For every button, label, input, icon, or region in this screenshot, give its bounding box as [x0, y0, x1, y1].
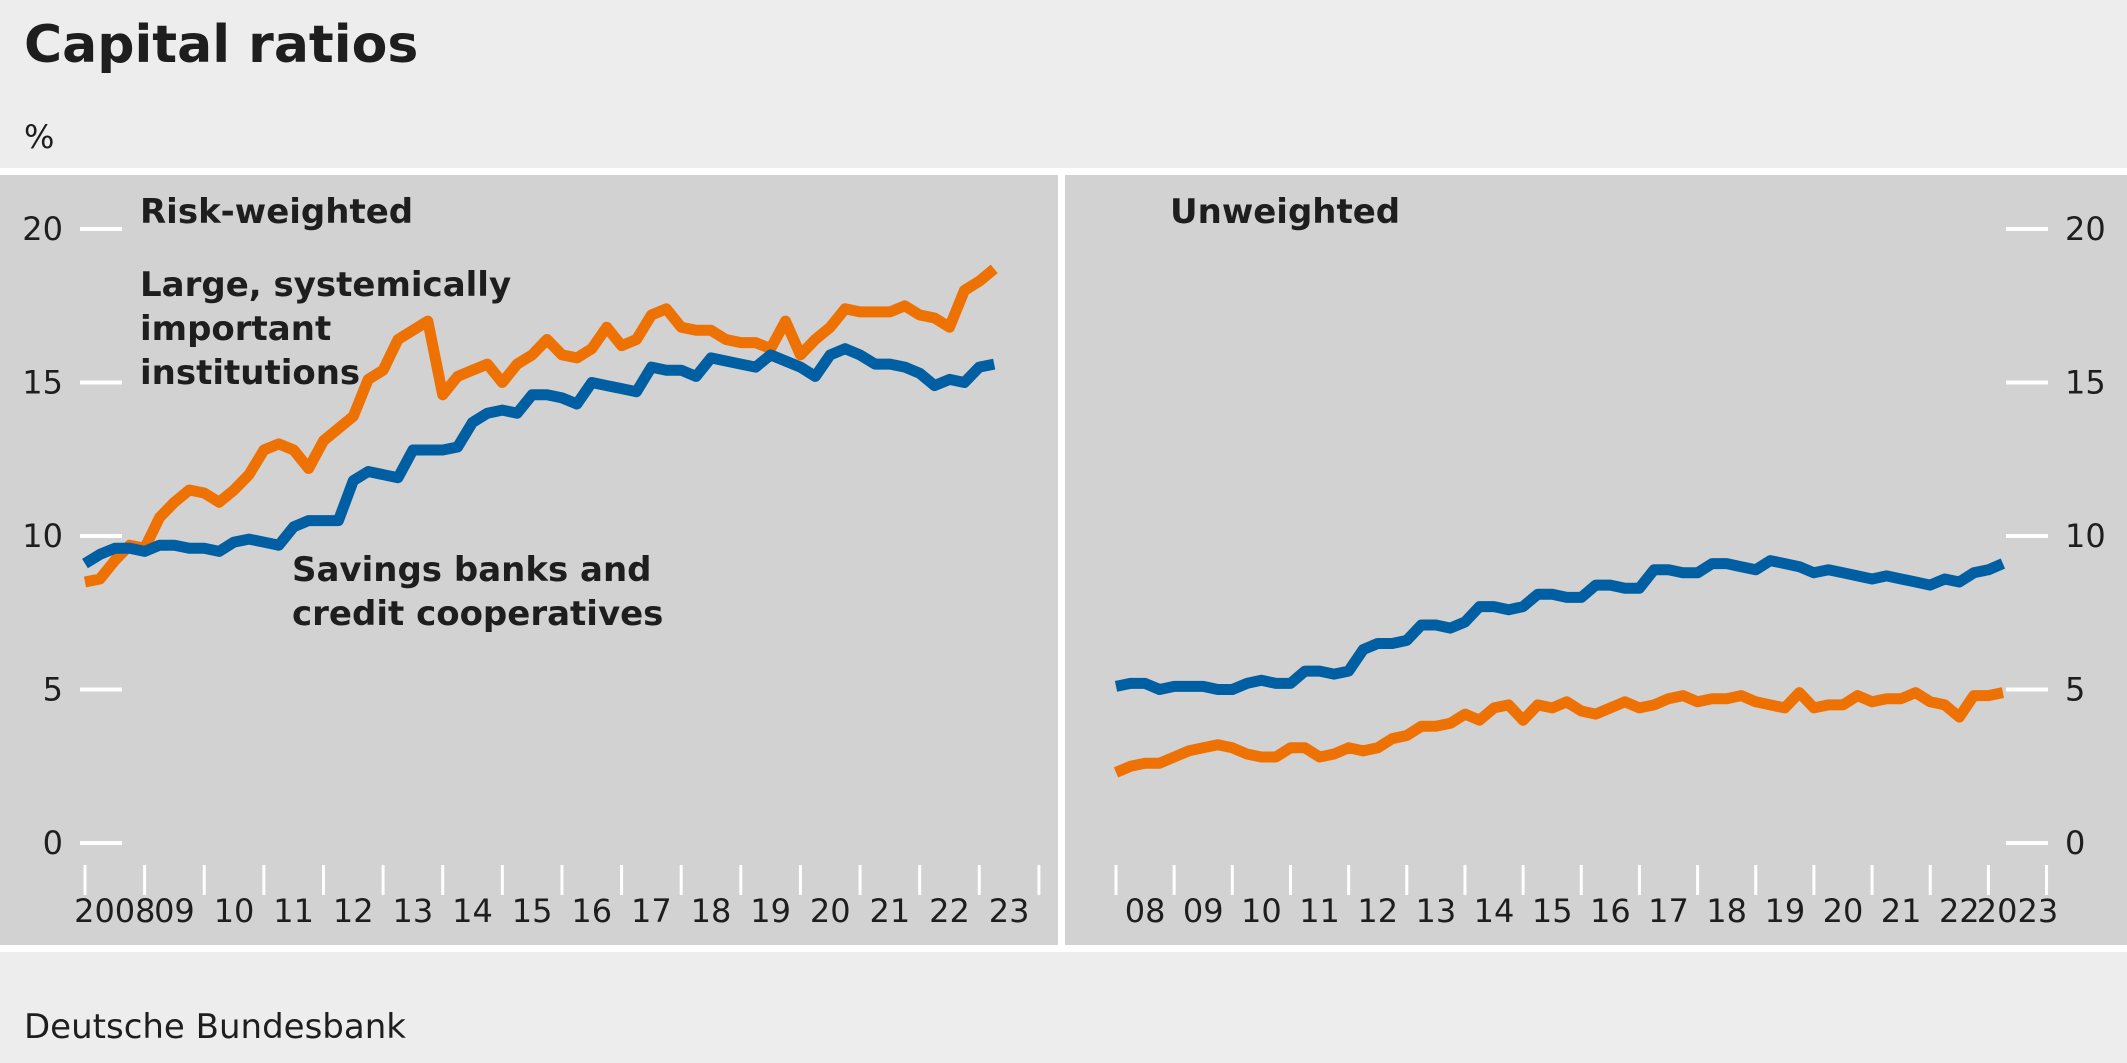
- chart-title: Capital ratios: [24, 15, 418, 75]
- x-tick-label: 13: [1416, 892, 1457, 930]
- x-tick-label: 16: [571, 892, 612, 930]
- x-tick-label: 10: [214, 892, 255, 930]
- series-annotation: Savings banks and credit cooperatives: [292, 550, 663, 634]
- series-annotation: Large, systemically important institutions: [140, 265, 511, 393]
- series-line-0: [1113, 687, 2005, 778]
- x-tick-label: 14: [1474, 892, 1515, 930]
- x-tick-label: 11: [1299, 892, 1340, 930]
- x-tick-label: 23: [989, 892, 1030, 930]
- x-tick-label: 15: [1532, 892, 1573, 930]
- y-tick-label: 15: [22, 364, 63, 402]
- x-tick-label: 20: [810, 892, 851, 930]
- x-tick-label: 19: [1764, 892, 1805, 930]
- y-tick-label: 0: [43, 824, 63, 862]
- unit-label: %: [24, 118, 54, 156]
- x-tick-label: 15: [512, 892, 553, 930]
- x-tick-label: 17: [631, 892, 672, 930]
- x-tick-label: 16: [1590, 892, 1631, 930]
- x-tick-label: 2008: [74, 892, 155, 930]
- top-separator: [0, 168, 2127, 175]
- y-tick-label: 10: [22, 517, 63, 555]
- x-tick-label: 22: [929, 892, 970, 930]
- series-line-1: [1114, 555, 2006, 695]
- panel-title: Risk-weighted: [140, 192, 413, 232]
- x-tick-label: 20: [1823, 892, 1864, 930]
- x-tick-label: 21: [869, 892, 910, 930]
- panel-unweighted: 0 5 10 15 20 08 09 10 11 12 13 14 15 16 17 18 19 20 21 2220…: [1113, 192, 2106, 930]
- source-label: Deutsche Bundesbank: [24, 1007, 406, 1047]
- y-tick-label: 0: [2065, 824, 2085, 862]
- x-tick-label: 08: [1125, 892, 1166, 930]
- x-tick-label: 17: [1648, 892, 1689, 930]
- x-tick-label: 18: [1706, 892, 1747, 930]
- y-tick-label: 20: [22, 210, 63, 248]
- x-tick-label: 09: [1183, 892, 1224, 930]
- x-tick-label: 21: [1881, 892, 1922, 930]
- panel-left-background: [0, 175, 1058, 945]
- panel-right-background: [1065, 175, 2127, 945]
- y-tick-label: 20: [2065, 210, 2106, 248]
- x-tick-label: 13: [393, 892, 434, 930]
- x-tick-label: 12: [333, 892, 374, 930]
- x-tick-label: 14: [452, 892, 493, 930]
- x-tick-label: 22: [1939, 892, 1980, 930]
- y-tick-label: 10: [2065, 517, 2106, 555]
- x-tick-label: 2023: [1977, 892, 2058, 930]
- x-tick-label: 12: [1357, 892, 1398, 930]
- x-tick-label: 11: [273, 892, 314, 930]
- series-line-0: [83, 264, 998, 588]
- bottom-separator: [0, 945, 2127, 952]
- x-tick-label: 19: [750, 892, 791, 930]
- y-tick-label: 5: [43, 671, 63, 709]
- y-tick-label: 15: [2065, 364, 2106, 402]
- x-tick-label: 10: [1241, 892, 1282, 930]
- x-tick-label: 18: [691, 892, 732, 930]
- panel-divider: [1058, 175, 1065, 945]
- series-line-1: [82, 343, 996, 569]
- panel-title: Unweighted: [1170, 192, 1400, 232]
- x-tick-label: 09: [154, 892, 195, 930]
- y-tick-label: 5: [2065, 671, 2085, 709]
